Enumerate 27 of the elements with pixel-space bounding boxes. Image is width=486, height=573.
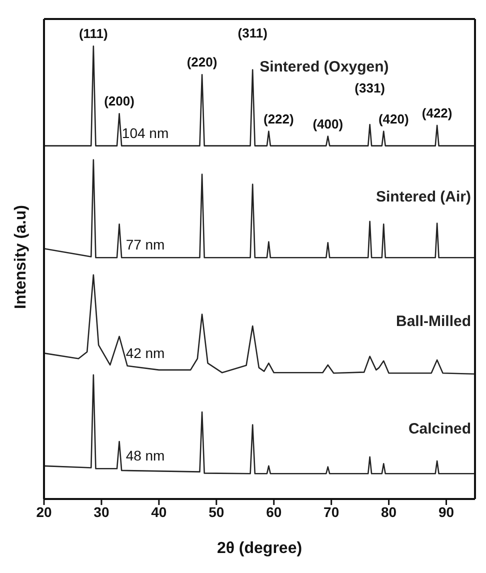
x-tick-label: 60: [266, 504, 282, 520]
text: Ball-Milled: [396, 313, 471, 330]
annotation: (400): [312, 116, 344, 132]
x-tick-label: 20: [36, 504, 52, 520]
annotation: 77 nm: [126, 236, 165, 253]
annotation: (200): [104, 94, 134, 109]
x-tick-label: 80: [381, 504, 397, 520]
x-tick-label: 40: [151, 504, 167, 520]
series-label: Sintered (Air): [376, 188, 471, 206]
annotation: 48 nm: [126, 448, 165, 464]
annotation: (420): [378, 111, 409, 126]
annotation: 42 nm: [126, 344, 165, 361]
annotation: (331): [354, 80, 386, 96]
x-tick-label: 50: [208, 504, 224, 520]
x-axis-title: 2θ (degree): [216, 540, 302, 557]
annotation: (111): [78, 26, 108, 42]
annotation: (311): [238, 26, 268, 41]
series-label: Sintered (Oxygen): [260, 58, 389, 76]
annotation: 104 nm: [122, 124, 169, 141]
annotation: (422): [422, 105, 452, 120]
x-tick-label: 30: [94, 504, 110, 520]
text: Calcined: [408, 420, 471, 438]
x-tick-label: 70: [324, 504, 340, 520]
annotation: (220): [186, 54, 218, 70]
x-tick-label: 90: [438, 504, 454, 520]
annotation: (222): [264, 111, 294, 126]
y-axis-title: Intensity (a.u): [12, 204, 30, 309]
